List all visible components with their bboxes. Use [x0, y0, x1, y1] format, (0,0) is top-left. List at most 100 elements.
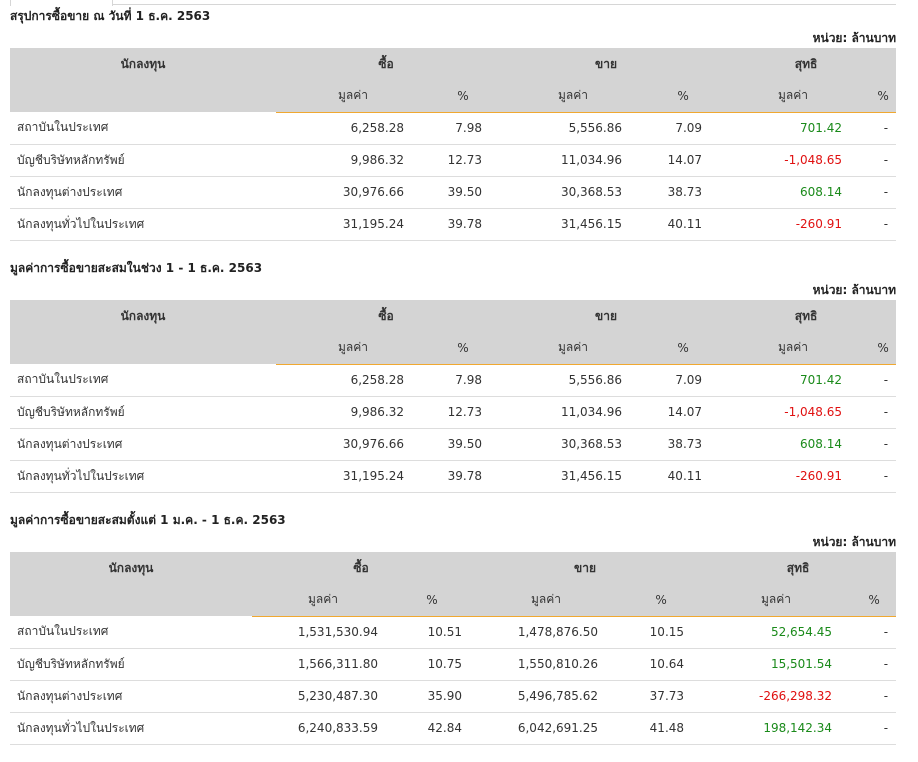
header-investor: นักลงทุน — [10, 552, 252, 584]
sell-value: 30,368.53 — [496, 176, 651, 209]
header-net: สุทธิ — [700, 552, 897, 584]
header-blank — [10, 584, 252, 616]
sell-value: 5,556.86 — [496, 112, 651, 145]
ytd-cumulative-section: มูลค่าการซื้อขายสะสมตั้งแต่ 1 ม.ค. - 1 ธ… — [10, 512, 897, 745]
investor-name: สถาบันในประเทศ — [10, 616, 252, 649]
unit-label: หน่วย: ล้านบาท — [812, 535, 896, 549]
investor-name: นักลงทุนต่างประเทศ — [10, 680, 252, 713]
buy-value: 6,240,833.59 — [252, 712, 394, 745]
header-buy: ซื้อ — [252, 552, 471, 584]
header-buy-pct: % — [430, 80, 497, 113]
investor-name: สถาบันในประเทศ — [10, 112, 276, 145]
section-title: สรุปการซื้อขาย ณ วันที่ 1 ธ.ค. 2563 — [10, 9, 211, 23]
net-value: -1,048.65 — [716, 396, 871, 429]
sell-pct: 14.07 — [650, 144, 717, 177]
buy-value: 9,986.32 — [276, 144, 430, 177]
buy-value: 1,531,530.94 — [252, 616, 394, 649]
header-net-value: มูลค่า — [716, 332, 871, 365]
sell-pct: 38.73 — [650, 428, 717, 461]
net-value: 608.14 — [716, 176, 871, 209]
sell-pct: 40.11 — [650, 460, 717, 493]
net-pct: - — [870, 208, 897, 241]
header-net-value: มูลค่า — [716, 80, 871, 113]
buy-value: 31,195.24 — [276, 460, 430, 493]
net-value: 198,142.34 — [700, 712, 853, 745]
investor-name: นักลงทุนทั่วไปในประเทศ — [10, 208, 276, 241]
period-cumulative-section: มูลค่าการซื้อขายสะสมในช่วง 1 - 1 ธ.ค. 25… — [10, 260, 897, 493]
header-buy-value: มูลค่า — [276, 80, 430, 113]
header-net-pct: % — [852, 584, 897, 617]
table-row: นักลงทุนต่างประเทศ 5,230,487.30 35.90 5,496… — [10, 680, 897, 713]
header-net-pct: % — [870, 80, 897, 113]
investor-trading-table: นักลงทุน ซื้อ ขาย สุทธิ มูลค่า% มูลค่า% มูลค่า… — [10, 552, 897, 745]
table-row: นักลงทุนทั่วไปในประเทศ 31,195.24 39.78 31,4… — [10, 208, 897, 241]
table-row: บัญชีบริษัทหลักทรัพย์ 9,986.32 12.73 11,034… — [10, 396, 897, 429]
unit-label: หน่วย: ล้านบาท — [812, 283, 896, 297]
header-blank — [10, 80, 276, 112]
header-buy-pct: % — [430, 332, 497, 365]
header-net: สุทธิ — [716, 48, 897, 80]
header-sell-value: มูลค่า — [496, 80, 651, 113]
buy-pct: 42.84 — [394, 712, 471, 745]
header-net-value: มูลค่า — [700, 584, 853, 617]
header-investor: นักลงทุน — [10, 48, 276, 80]
sell-value: 11,034.96 — [496, 396, 651, 429]
header-buy: ซื้อ — [276, 48, 497, 80]
active-tab[interactable] — [10, 0, 113, 6]
header-blank — [10, 332, 276, 364]
buy-pct: 39.78 — [430, 208, 497, 241]
investor-name: สถาบันในประเทศ — [10, 364, 276, 397]
buy-pct: 39.50 — [430, 176, 497, 209]
header-sell-pct: % — [650, 80, 717, 113]
table-row: สถาบันในประเทศ 6,258.28 7.98 5,556.86 7.09 70… — [10, 364, 897, 397]
sell-pct: 10.64 — [622, 648, 701, 681]
investor-name: นักลงทุนต่างประเทศ — [10, 428, 276, 461]
tab-strip — [0, 0, 918, 6]
table-row: บัญชีบริษัทหลักทรัพย์ 9,986.32 12.73 11,034… — [10, 144, 897, 177]
header-buy-pct: % — [394, 584, 471, 617]
header-net: สุทธิ — [716, 300, 897, 332]
buy-value: 5,230,487.30 — [252, 680, 394, 713]
investor-name: บัญชีบริษัทหลักทรัพย์ — [10, 396, 276, 429]
header-sell: ขาย — [496, 48, 717, 80]
sell-pct: 7.09 — [650, 364, 717, 397]
buy-value: 31,195.24 — [276, 208, 430, 241]
sell-pct: 37.73 — [622, 680, 701, 713]
net-pct: - — [852, 680, 897, 713]
header-sell: ขาย — [470, 552, 701, 584]
unit-label: หน่วย: ล้านบาท — [812, 31, 896, 45]
table-row: นักลงทุนทั่วไปในประเทศ 31,195.24 39.78 31,4… — [10, 460, 897, 493]
buy-pct: 35.90 — [394, 680, 471, 713]
investor-trading-table: นักลงทุน ซื้อ ขาย สุทธิ มูลค่า% มูลค่า% มูลค่า… — [10, 48, 897, 241]
sell-value: 6,042,691.25 — [470, 712, 623, 745]
buy-pct: 12.73 — [430, 396, 497, 429]
sell-value: 1,550,810.26 — [470, 648, 623, 681]
table-row: สถาบันในประเทศ 6,258.28 7.98 5,556.86 7.09 70… — [10, 112, 897, 145]
header-buy-value: มูลค่า — [276, 332, 430, 365]
net-value: -260.91 — [716, 208, 871, 241]
investor-name: บัญชีบริษัทหลักทรัพย์ — [10, 144, 276, 177]
net-value: 701.42 — [716, 112, 871, 145]
sell-value: 30,368.53 — [496, 428, 651, 461]
net-pct: - — [870, 176, 897, 209]
header-sell-pct: % — [650, 332, 717, 365]
header-buy: ซื้อ — [276, 300, 497, 332]
table-row: นักลงทุนทั่วไปในประเทศ 6,240,833.59 42.84 6… — [10, 712, 897, 745]
net-pct: - — [870, 460, 897, 493]
table-row: สถาบันในประเทศ 1,531,530.94 10.51 1,478,876… — [10, 616, 897, 649]
investor-name: นักลงทุนทั่วไปในประเทศ — [10, 460, 276, 493]
buy-value: 1,566,311.80 — [252, 648, 394, 681]
table-row: บัญชีบริษัทหลักทรัพย์ 1,566,311.80 10.75 1,… — [10, 648, 897, 681]
investor-name: บัญชีบริษัทหลักทรัพย์ — [10, 648, 252, 681]
header-sell: ขาย — [496, 300, 717, 332]
net-value: -260.91 — [716, 460, 871, 493]
net-pct: - — [870, 144, 897, 177]
tab-divider — [112, 4, 896, 5]
buy-value: 30,976.66 — [276, 176, 430, 209]
buy-value: 6,258.28 — [276, 364, 430, 397]
sell-pct: 7.09 — [650, 112, 717, 145]
net-pct: - — [852, 648, 897, 681]
buy-pct: 12.73 — [430, 144, 497, 177]
buy-pct: 39.50 — [430, 428, 497, 461]
sell-value: 11,034.96 — [496, 144, 651, 177]
